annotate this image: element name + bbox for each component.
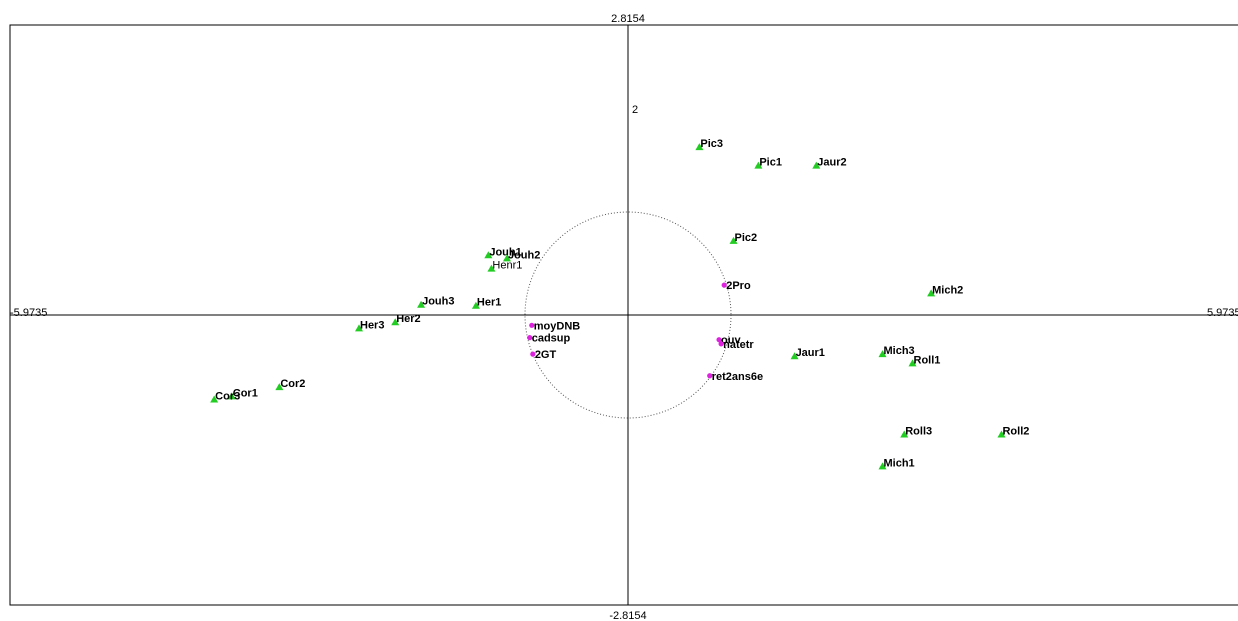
- individual-marker-pic2: [729, 236, 738, 244]
- individual-label-mich3: Mich3: [884, 345, 915, 357]
- individual-marker-cor3: [210, 395, 219, 403]
- y-min-label: -2.8154: [609, 610, 646, 621]
- individual-label-henr1: Henr1: [492, 260, 522, 272]
- individual-marker-cor2: [275, 383, 284, 391]
- correlation-circle: [524, 211, 732, 419]
- individual-marker-mich2: [927, 289, 936, 297]
- y-max-label: 2.8154: [611, 13, 645, 25]
- individual-marker-pic3: [695, 143, 704, 151]
- variable-marker-ouv: [716, 337, 722, 343]
- variable-label-ouv: ouv: [721, 335, 741, 347]
- individual-marker-henr1: [487, 264, 496, 272]
- variable-label-ret2ans6e: ret2ans6e: [712, 371, 763, 383]
- individual-label-her2: Her2: [396, 313, 420, 325]
- individual-marker-mich3: [878, 350, 887, 358]
- individual-marker-jouh1: [484, 251, 493, 259]
- individual-label-cor1: Cor1: [233, 387, 258, 399]
- variable-marker-moydnb: [529, 322, 535, 328]
- individual-label-mich1: Mich1: [884, 457, 915, 469]
- individual-marker-mich1: [878, 462, 887, 470]
- individual-label-jaur2: Jaur2: [817, 157, 846, 169]
- individual-marker-jouh2: [502, 254, 511, 262]
- individual-label-jouh1: Jouh1: [489, 246, 521, 258]
- variable-marker-cadsup: [527, 335, 533, 341]
- variable-label-2gt: 2GT: [535, 349, 557, 361]
- individual-marker-roll1: [908, 359, 917, 367]
- individual-label-pic3: Pic3: [700, 138, 723, 150]
- individual-label-mich2: Mich2: [932, 284, 963, 296]
- individual-label-jouh3: Jouh3: [422, 296, 454, 308]
- individual-label-jaur1: Jaur1: [796, 347, 825, 359]
- variable-marker-2gt: [530, 351, 536, 357]
- individual-label-roll1: Roll1: [914, 354, 941, 366]
- individual-marker-pic1: [754, 161, 763, 169]
- variable-label-moydnb: moyDNB: [534, 320, 581, 332]
- individual-marker-jaur1: [790, 352, 799, 360]
- individual-label-cor2: Cor2: [280, 378, 305, 390]
- individual-label-jouh2: Jouh2: [508, 249, 540, 261]
- tick-label-2: 2: [632, 104, 638, 116]
- individual-marker-jaur2: [812, 161, 821, 169]
- individual-label-her3: Her3: [360, 319, 384, 331]
- individual-marker-jouh3: [417, 300, 426, 308]
- variable-label-cadsup: cadsup: [532, 333, 571, 345]
- individual-label-pic1: Pic1: [759, 157, 782, 169]
- individual-marker-cor1: [227, 392, 236, 400]
- individual-marker-her2: [391, 318, 400, 326]
- individual-label-her1: Her1: [477, 297, 501, 309]
- variable-label-2pro: 2Pro: [726, 280, 751, 292]
- x-min-label: -5.9735: [10, 307, 47, 319]
- individual-label-roll2: Roll2: [1002, 425, 1029, 437]
- x-max-label: 5.9735: [1207, 307, 1238, 319]
- individual-marker-her3: [355, 324, 364, 332]
- individual-label-cor3: Cor3: [215, 390, 240, 402]
- individual-marker-roll2: [997, 430, 1006, 438]
- individual-label-pic2: Pic2: [735, 232, 758, 244]
- variable-marker-natetr: [718, 341, 724, 347]
- individual-marker-her1: [471, 301, 480, 309]
- tick-labels: 2: [632, 104, 638, 116]
- variable-marker-2pro: [721, 282, 727, 288]
- individual-marker-roll3: [900, 430, 909, 438]
- individual-label-roll3: Roll3: [905, 425, 932, 437]
- variable-label-natetr: natetr: [723, 339, 754, 351]
- variable-marker-ret2ans6e: [707, 373, 713, 379]
